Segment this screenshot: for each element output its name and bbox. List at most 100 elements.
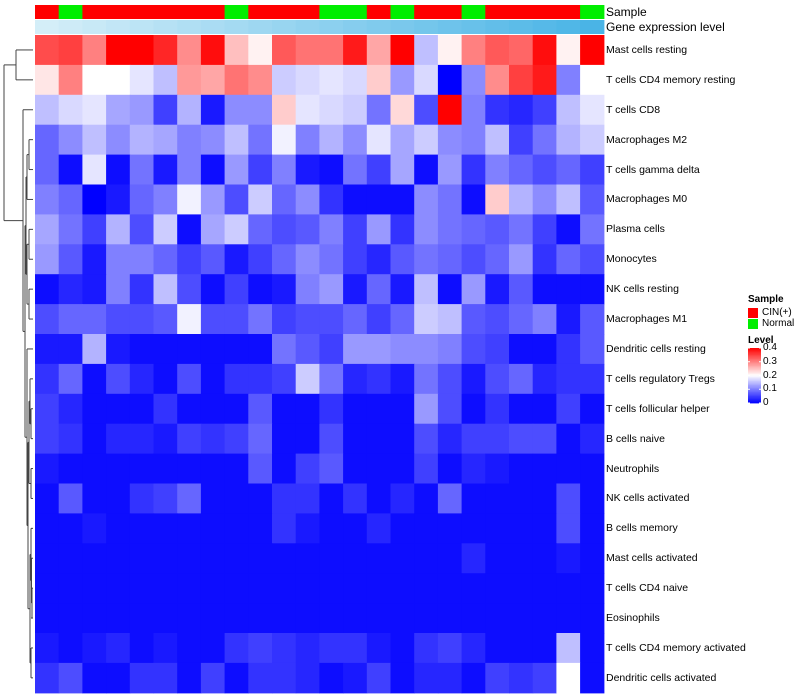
expression-annotation-cell (58, 20, 83, 34)
heatmap-cell (82, 573, 107, 604)
heatmap-cell (461, 603, 486, 634)
heatmap-cell (414, 662, 439, 694)
heatmap-cell (224, 94, 249, 126)
heatmap-cell (177, 662, 202, 694)
heatmap-cell (580, 393, 605, 425)
colorbar-step (748, 387, 761, 390)
heatmap-cell (461, 423, 486, 455)
heatmap-cell (319, 214, 344, 245)
heatmap-cell (485, 423, 510, 455)
colorbar-step (748, 381, 761, 383)
heatmap-cell (437, 662, 463, 694)
heatmap-cell (153, 35, 178, 66)
heatmap-cell (35, 662, 60, 694)
row-label: Macrophages M0 (606, 193, 688, 206)
heatmap-cell (272, 124, 297, 156)
heatmap-cell (390, 633, 415, 664)
heatmap-cell (129, 633, 155, 664)
heatmap-cell (35, 603, 60, 634)
heatmap-cell (106, 124, 131, 156)
sample-annotation-cell (580, 5, 605, 19)
heatmap-cell (390, 64, 415, 96)
heatmap-cell (200, 35, 226, 66)
heatmap-cell (414, 244, 439, 275)
heatmap-cell (200, 154, 226, 186)
heatmap-cell (556, 513, 581, 544)
heatmap-cell (35, 633, 60, 664)
heatmap-cell (319, 124, 344, 156)
heatmap-cell (485, 184, 510, 215)
heatmap-cell (437, 603, 463, 634)
heatmap-cell (532, 393, 557, 425)
sample-annotation-cell (177, 5, 202, 19)
heatmap-cell (224, 423, 249, 455)
heatmap-cell (437, 124, 463, 156)
heatmap-cell (248, 363, 273, 395)
heatmap-cell (295, 393, 320, 425)
heatmap-cell (272, 334, 297, 365)
heatmap-cell (272, 393, 297, 425)
heatmap-cell (461, 483, 486, 514)
heatmap-cell (224, 363, 249, 395)
heatmap-cell (532, 244, 557, 275)
heatmap-cell (319, 64, 344, 96)
heatmap-cell (82, 334, 107, 365)
heatmap-cell (319, 334, 344, 365)
expression-annotation-cell (390, 20, 415, 34)
expression-annotation-cell (82, 20, 107, 34)
heatmap-cell (295, 513, 320, 544)
heatmap-cell (343, 64, 368, 96)
sample-annotation-cell (58, 5, 83, 19)
heatmap-cell (319, 154, 344, 186)
heatmap-cell (224, 124, 249, 156)
heatmap-cell (224, 184, 249, 215)
heatmap-cell (129, 244, 155, 275)
heatmap-cell (153, 633, 178, 664)
heatmap-cell (106, 363, 131, 395)
heatmap-cell (532, 513, 557, 544)
colorbar-step (748, 363, 761, 365)
expression-annotation-cell (248, 20, 273, 34)
heatmap-cell (343, 154, 368, 186)
heatmap-cell (224, 35, 249, 66)
colorbar-step (748, 356, 761, 359)
heatmap-cell (343, 483, 368, 514)
heatmap-cell (224, 214, 249, 245)
heatmap-cell (295, 633, 320, 664)
heatmap-cell (129, 35, 155, 66)
heatmap-cell (129, 184, 155, 215)
expression-annotation-cell (556, 20, 581, 34)
colorbar-step (748, 357, 761, 360)
colorbar-step (748, 393, 761, 396)
heatmap-cell (414, 154, 439, 186)
heatmap-cell (177, 334, 202, 365)
colorbar-step (748, 389, 761, 392)
heatmap-cell (509, 633, 534, 664)
heatmap-cell (366, 513, 392, 544)
heatmap-cell (556, 453, 581, 485)
row-label: Plasma cells (606, 223, 665, 236)
colorbar-step (748, 349, 761, 352)
row-label: Dendritic cells activated (606, 671, 717, 684)
heatmap-cell (580, 573, 605, 604)
expression-annotation-cell (153, 20, 178, 34)
heatmap-cell (461, 35, 486, 66)
heatmap-cell (580, 304, 605, 335)
heatmap-cell (58, 35, 83, 66)
heatmap-cell (106, 603, 131, 634)
heatmap-cell (556, 274, 581, 305)
heatmap-cell (200, 64, 226, 96)
heatmap-cell (35, 184, 60, 215)
heatmap-cell (177, 274, 202, 305)
heatmap-cell (224, 304, 249, 335)
heatmap-cell (177, 453, 202, 485)
heatmap-cell (153, 513, 178, 544)
heatmap-cell (390, 154, 415, 186)
heatmap-cell (153, 423, 178, 455)
heatmap-cell (224, 662, 249, 694)
heatmap-cell (129, 124, 155, 156)
heatmap-cell (485, 214, 510, 245)
heatmap-cell (106, 513, 131, 544)
heatmap-cell (200, 573, 226, 604)
sample-annotation-cell (200, 5, 226, 19)
